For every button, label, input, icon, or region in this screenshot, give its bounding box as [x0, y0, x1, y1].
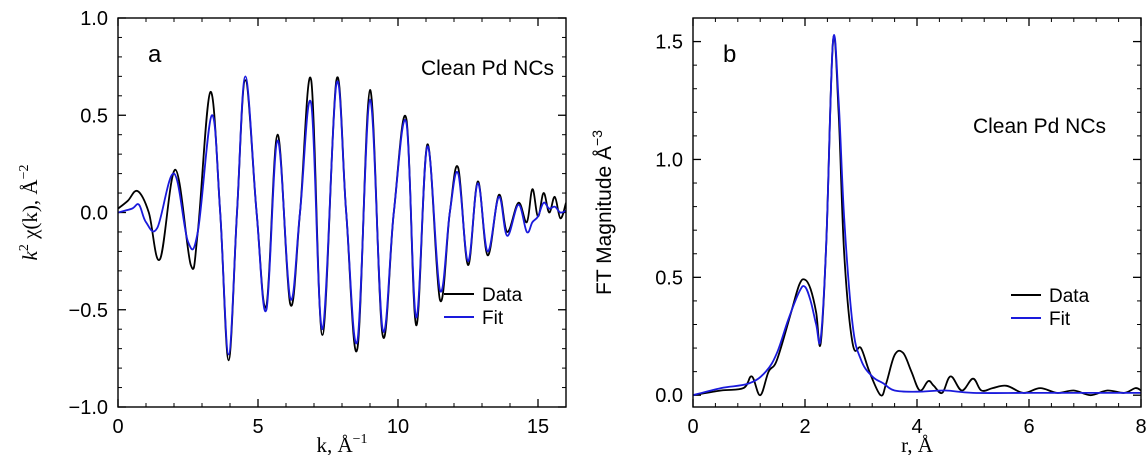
panel-b-ticks: 0 2 4 6 8 0.0 0.5 1.0 1.5 — [655, 17, 1147, 438]
panel-a-x-axis-label-text: k, Å — [316, 433, 353, 455]
panel-a-x-tick-label: 15 — [527, 416, 549, 438]
panel-a-y-axis-label-prefix: k — [18, 250, 42, 260]
panel-b-x-tick-label: 2 — [799, 416, 810, 438]
panel-b: 0 2 4 6 8 0.0 0.5 1.0 1.5 b Clean Pd NCs r, Å FT… — [589, 17, 1147, 455]
panel-a-x-axis-label-superscript: −1 — [353, 432, 368, 447]
panel-a-y-tick-label: 1.0 — [80, 8, 108, 30]
panel-b-series-fit-line — [693, 33, 1141, 397]
panel-a-y-tick-label: −1.0 — [69, 397, 108, 419]
panel-a-y-tick-label: 0.5 — [80, 105, 108, 127]
panel-b-y-tick-label: 1.5 — [655, 32, 683, 54]
panel-a-series — [118, 75, 566, 362]
panel-b-y-axis-label-main: FT Magnitude Å — [593, 146, 616, 295]
panel-a-annotation: Clean Pd NCs — [421, 57, 554, 80]
panel-a-plot-frame — [117, 17, 567, 408]
panel-a-legend: Data Fit — [444, 285, 523, 329]
panel-a-x-tick-label: 0 — [112, 416, 123, 438]
panel-b-y-axis-label: FT Magnitude Å−3 — [589, 130, 616, 295]
panel-b-series — [693, 33, 1141, 397]
panel-b-plot-frame — [692, 17, 1142, 408]
panel-a-series-fit-line — [118, 75, 566, 356]
panel-a-x-tick-label: 5 — [252, 416, 263, 438]
panel-a-y-axis-label-prefix-superscript: 2 — [17, 244, 32, 251]
panel-a-letter: a — [148, 41, 162, 68]
panel-a-y-axis-label-superscript: −2 — [17, 165, 32, 180]
panel-b-letter: b — [723, 41, 736, 68]
panel-a-y-axis-label-main: χ(k), Å — [18, 179, 42, 245]
panel-b-y-tick-label: 1.0 — [655, 149, 683, 171]
panel-b-x-tick-label: 8 — [1135, 416, 1146, 438]
panel-b-y-tick-label: 0.0 — [655, 385, 683, 407]
panel-a-x-tick-label: 10 — [387, 416, 409, 438]
panel-a-y-axis-label: k2 χ(k), Å−2 — [17, 165, 42, 261]
panel-b-x-axis-label: r, Å — [901, 433, 934, 455]
panel-b-y-axis-label-superscript: −3 — [589, 130, 605, 146]
panel-b-series-data-line — [693, 35, 1141, 397]
panel-a-legend-label-data: Data — [482, 285, 523, 306]
panel-a-y-tick-label: 0.0 — [80, 203, 108, 225]
panel-a-y-tick-label: −0.5 — [69, 300, 108, 322]
panel-b-y-tick-label: 0.5 — [655, 267, 683, 289]
panel-a-x-axis-label: k, Å−1 — [316, 432, 367, 455]
panel-b-legend-label-data: Data — [1049, 286, 1090, 307]
panel-b-annotation: Clean Pd NCs — [973, 115, 1106, 138]
panel-a: 0 5 10 15 −1.0 −0.5 0.0 0.5 1.0 a Clean Pd NCs k… — [17, 8, 567, 455]
panel-b-legend-label-fit: Fit — [1049, 309, 1071, 330]
panel-b-x-tick-label: 6 — [1023, 416, 1034, 438]
panel-a-ticks: 0 5 10 15 −1.0 −0.5 0.0 0.5 1.0 — [69, 8, 567, 438]
panel-b-x-tick-label: 0 — [687, 416, 698, 438]
panel-a-legend-label-fit: Fit — [482, 308, 504, 329]
panel-b-x-tick-label: 4 — [911, 416, 922, 438]
panel-b-legend: Data Fit — [1011, 286, 1090, 330]
